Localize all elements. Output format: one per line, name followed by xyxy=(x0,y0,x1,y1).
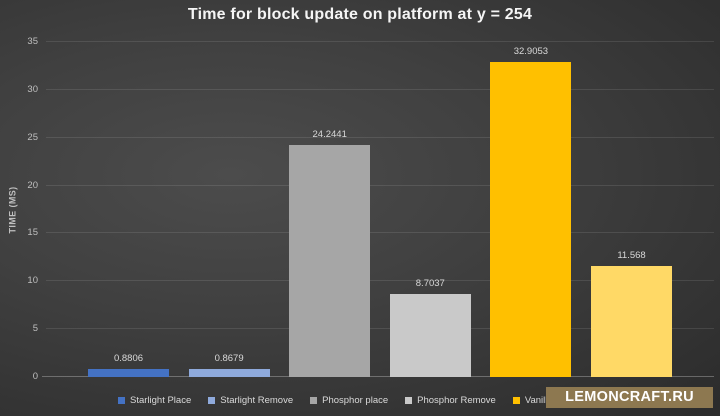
bar-phosphor-place xyxy=(289,144,371,377)
y-tick-label: 0 xyxy=(32,371,38,382)
legend-label: Phosphor Remove xyxy=(417,395,496,406)
bar-starlight-place xyxy=(88,368,169,377)
legend-label: Starlight Remove xyxy=(220,395,294,406)
bar-value-label: 32.9053 xyxy=(513,46,549,58)
y-tick-label: 30 xyxy=(27,83,38,95)
y-tick-label: 5 xyxy=(32,323,38,335)
legend-marker-icon xyxy=(405,397,413,404)
bar-value-label: 0.8806 xyxy=(113,352,144,364)
bar-value-label: 0.8679 xyxy=(214,352,244,364)
watermark-lemoncraft: LEMONCRAFT.RU xyxy=(546,387,713,408)
y-gridline xyxy=(46,88,714,90)
legend-marker-icon xyxy=(117,397,125,404)
legend-item-2: Starlight Remove xyxy=(208,395,293,406)
bar-phosphor-remove xyxy=(389,293,471,377)
y-tick-label: 35 xyxy=(27,36,38,47)
x-axis-line xyxy=(42,376,714,377)
bar-vanilla-place xyxy=(490,62,572,377)
y-gridline xyxy=(46,184,714,186)
bar-value-label: 11.568 xyxy=(617,250,646,262)
y-axis-tick-labels: 0 5 10 15 20 25 30 35 xyxy=(0,36,38,382)
legend-marker-icon xyxy=(208,397,216,404)
legend-item-1: Starlight Place xyxy=(117,395,192,406)
legend-label: Phosphor place xyxy=(322,395,389,406)
plot-area: 0.8806 0.8679 24.2441 8.7037 32.9053 11.568 xyxy=(42,41,714,377)
bar-series-6 xyxy=(591,266,672,377)
chart-title: Time for block update on platform at y =… xyxy=(187,6,533,23)
y-gridline xyxy=(46,41,714,42)
y-tick-label: 20 xyxy=(27,179,38,191)
bar-value-label: 8.7037 xyxy=(415,277,445,289)
legend-marker-icon xyxy=(310,397,318,404)
bar-starlight-remove xyxy=(188,368,270,377)
y-gridline xyxy=(46,280,714,282)
legend-item-3: Phosphor place xyxy=(310,395,388,406)
bar-value-label: 24.2441 xyxy=(312,128,347,140)
y-tick-label: 25 xyxy=(27,131,38,143)
y-gridline xyxy=(46,136,714,138)
y-gridline xyxy=(46,232,714,234)
y-tick-label: 15 xyxy=(27,227,38,239)
y-tick-label: 10 xyxy=(27,275,38,287)
legend-marker-icon xyxy=(512,397,520,404)
legend-item-4: Phosphor Remove xyxy=(405,395,496,406)
legend-label: Starlight Place xyxy=(129,395,192,406)
y-gridline xyxy=(46,328,714,330)
